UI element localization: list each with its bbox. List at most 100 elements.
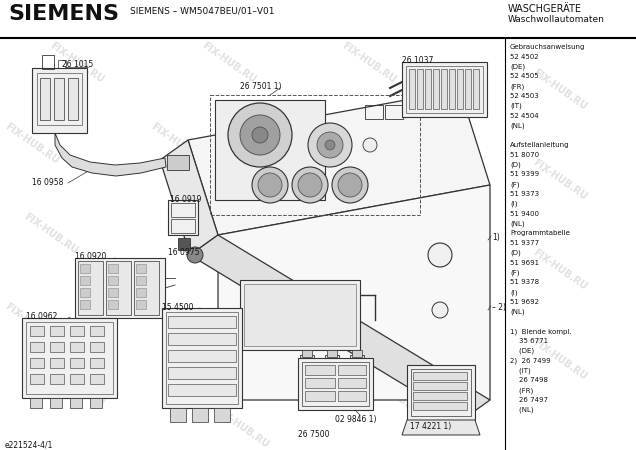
Bar (90, 358, 104, 368)
Bar (30, 342, 44, 352)
Bar (70, 398, 82, 408)
Bar (166, 312, 238, 404)
Text: FIX-HUB.RU: FIX-HUB.RU (22, 212, 80, 256)
Bar (417, 69, 423, 109)
Bar (58, 60, 66, 68)
Bar (22, 318, 117, 398)
Text: (IT): (IT) (510, 367, 531, 374)
Bar (32, 68, 87, 133)
Text: FIX-HUB.RU: FIX-HUB.RU (302, 302, 359, 346)
Text: 26 7498: 26 7498 (510, 377, 548, 383)
Bar (409, 69, 415, 109)
Text: FIX-HUB.RU: FIX-HUB.RU (48, 41, 105, 85)
Text: 51 8070: 51 8070 (510, 152, 539, 158)
Bar (168, 316, 236, 328)
Text: FIX-HUB.RU: FIX-HUB.RU (321, 212, 378, 256)
Bar (298, 358, 373, 410)
Bar (433, 69, 439, 109)
Bar (411, 369, 471, 416)
Circle shape (308, 123, 352, 167)
Bar (338, 365, 366, 375)
Text: 26 7497: 26 7497 (510, 397, 548, 403)
Bar (171, 219, 195, 233)
Bar (68, 78, 78, 120)
Text: 26 7501 1): 26 7501 1) (240, 82, 282, 91)
Text: – 2): – 2) (492, 303, 506, 312)
Bar (402, 62, 487, 117)
Text: WASCHGERÄTE: WASCHGERÄTE (508, 4, 582, 14)
Circle shape (325, 140, 335, 150)
Text: Gebrauchsanweisung: Gebrauchsanweisung (510, 44, 585, 50)
Text: (NL): (NL) (510, 122, 525, 129)
Text: (NL): (NL) (510, 309, 525, 315)
Bar (171, 203, 195, 217)
Polygon shape (188, 90, 490, 235)
Text: (D): (D) (510, 162, 521, 168)
Text: (NL): (NL) (510, 407, 534, 413)
Circle shape (338, 173, 362, 197)
Text: 26 1037: 26 1037 (402, 56, 433, 65)
Text: (F): (F) (510, 181, 520, 188)
Bar (325, 355, 339, 373)
Polygon shape (402, 420, 480, 435)
Bar (338, 391, 366, 401)
Bar (90, 398, 102, 408)
Text: FIX-HUB.RU: FIX-HUB.RU (3, 122, 60, 166)
Bar (78, 261, 103, 315)
Text: (DE): (DE) (510, 63, 525, 70)
Bar (40, 78, 50, 120)
Text: FIX-HUB.RU: FIX-HUB.RU (531, 158, 588, 202)
Bar (70, 342, 84, 352)
Text: (FR): (FR) (510, 83, 524, 90)
Text: 51 9399: 51 9399 (510, 171, 539, 177)
Text: 52 4505: 52 4505 (510, 73, 539, 79)
Text: 02 9846 1): 02 9846 1) (335, 415, 377, 424)
Bar (37, 73, 82, 125)
Text: FIX-HUB.RU: FIX-HUB.RU (340, 41, 398, 85)
Bar (170, 408, 186, 422)
Circle shape (187, 247, 203, 263)
Bar (70, 358, 84, 368)
Bar (90, 326, 104, 336)
Bar (338, 378, 366, 388)
Bar (108, 300, 118, 309)
Text: (IT): (IT) (510, 103, 522, 109)
Text: 51 9378: 51 9378 (510, 279, 539, 285)
Text: FIX-HUB.RU: FIX-HUB.RU (200, 41, 258, 85)
Text: FIX-HUB.RU: FIX-HUB.RU (213, 405, 270, 450)
Polygon shape (160, 140, 218, 255)
Bar (136, 288, 146, 297)
Bar (302, 362, 369, 406)
Bar (162, 308, 242, 408)
Text: FIX-HUB.RU: FIX-HUB.RU (302, 122, 359, 166)
Bar (80, 276, 90, 285)
Bar (42, 55, 54, 69)
Bar (167, 155, 189, 170)
Text: Waschwollautomaten: Waschwollautomaten (508, 15, 605, 24)
Bar (449, 69, 455, 109)
Bar (136, 300, 146, 309)
Bar (106, 261, 131, 315)
Text: 16 0975: 16 0975 (168, 248, 200, 257)
Circle shape (258, 173, 282, 197)
Circle shape (228, 103, 292, 167)
Text: e221524-4/1: e221524-4/1 (5, 440, 53, 449)
Bar (90, 374, 104, 384)
Bar (168, 350, 236, 362)
Bar (413, 382, 467, 390)
Bar (385, 105, 403, 119)
Bar (305, 378, 335, 388)
Circle shape (317, 132, 343, 158)
Bar (215, 100, 325, 200)
Polygon shape (55, 133, 166, 176)
Bar (30, 374, 44, 384)
Bar (50, 326, 64, 336)
Bar (406, 66, 483, 113)
Text: Aufstellanleitung: Aufstellanleitung (510, 142, 569, 148)
Bar (70, 326, 84, 336)
Text: (FR): (FR) (510, 387, 533, 393)
Bar (168, 384, 236, 396)
Text: 16 0919: 16 0919 (170, 195, 202, 204)
Text: 52 4503: 52 4503 (510, 93, 539, 99)
Circle shape (428, 243, 452, 267)
